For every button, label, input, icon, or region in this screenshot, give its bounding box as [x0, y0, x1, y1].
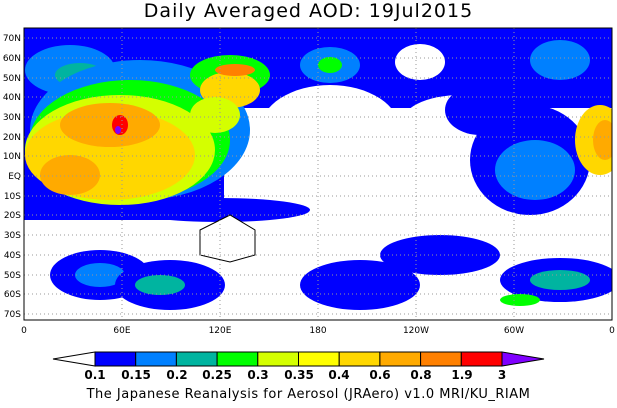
colorbar-segment: [94, 351, 137, 367]
colorbar-segment: [298, 351, 340, 367]
lon-label: 120W: [403, 326, 429, 336]
colorbar-label: 0.8: [410, 368, 431, 382]
colorbar-label: 0.35: [284, 368, 314, 382]
lat-label: 20N: [3, 133, 21, 143]
colorbar-label: 1.9: [451, 368, 472, 382]
colorbar-below-triangle: [52, 351, 96, 367]
lon-label: 120E: [209, 326, 232, 336]
colorbar-label: 0.1: [84, 368, 105, 382]
lat-label: 10N: [3, 152, 21, 162]
grid-lines: [24, 28, 612, 320]
colorbar-segment: [216, 351, 259, 367]
lat-label: 50S: [4, 271, 21, 281]
aod-field: [24, 28, 612, 320]
colorbar-label: 3: [498, 368, 506, 382]
lon-label: 60E: [113, 326, 130, 336]
colorbar-labels: 0.1 0.15 0.2 0.25 0.3 0.35 0.4 0.6 0.8 1…: [84, 368, 506, 382]
lat-label: 10S: [4, 192, 21, 202]
lat-label: 30N: [3, 113, 21, 123]
colorbar-label: 0.15: [121, 368, 151, 382]
colorbar-segment: [379, 351, 422, 367]
colorbar-label: 0.6: [369, 368, 390, 382]
colorbar-label: 0.4: [328, 368, 349, 382]
longitude-labels: 0 60E 120E 180 120W 60W 0: [21, 326, 615, 336]
colorbar-label: 0.25: [202, 368, 232, 382]
colorbar-segment: [175, 351, 218, 367]
credit-text: The Japanese Reanalysis for Aerosol (JRA…: [86, 387, 531, 402]
lat-label: 30S: [4, 231, 21, 241]
colorbar: [52, 351, 545, 367]
lat-label: 60N: [3, 54, 21, 64]
colorbar-label: 0.3: [247, 368, 268, 382]
lat-label: 70S: [4, 310, 21, 320]
lat-label: 50N: [3, 74, 21, 84]
colorbar-label: 0.2: [166, 368, 187, 382]
colorbar-segment: [460, 351, 503, 367]
colorbar-segment: [257, 351, 299, 367]
latitude-labels: 70N 60N 50N 40N 30N 20N 10N EQ 10S 20S 3…: [3, 34, 21, 320]
colorbar-segment: [338, 351, 381, 367]
lon-label: 0: [609, 326, 615, 336]
lon-label: 180: [309, 326, 326, 336]
lon-label: 0: [21, 326, 27, 336]
colorbar-above-triangle: [501, 351, 545, 367]
lat-label: 40N: [3, 93, 21, 103]
colorbar-segment: [420, 351, 462, 367]
lat-label: 20S: [4, 211, 21, 221]
lat-label: 60S: [4, 290, 21, 300]
map-title: Daily Averaged AOD: 19Jul2015: [143, 0, 474, 22]
lat-label: 40S: [4, 251, 21, 261]
map-frame: [23, 27, 613, 321]
colorbar-segment: [135, 351, 177, 367]
lat-label: 70N: [3, 34, 21, 44]
lat-label: EQ: [8, 172, 21, 182]
lon-label: 60W: [504, 326, 524, 336]
